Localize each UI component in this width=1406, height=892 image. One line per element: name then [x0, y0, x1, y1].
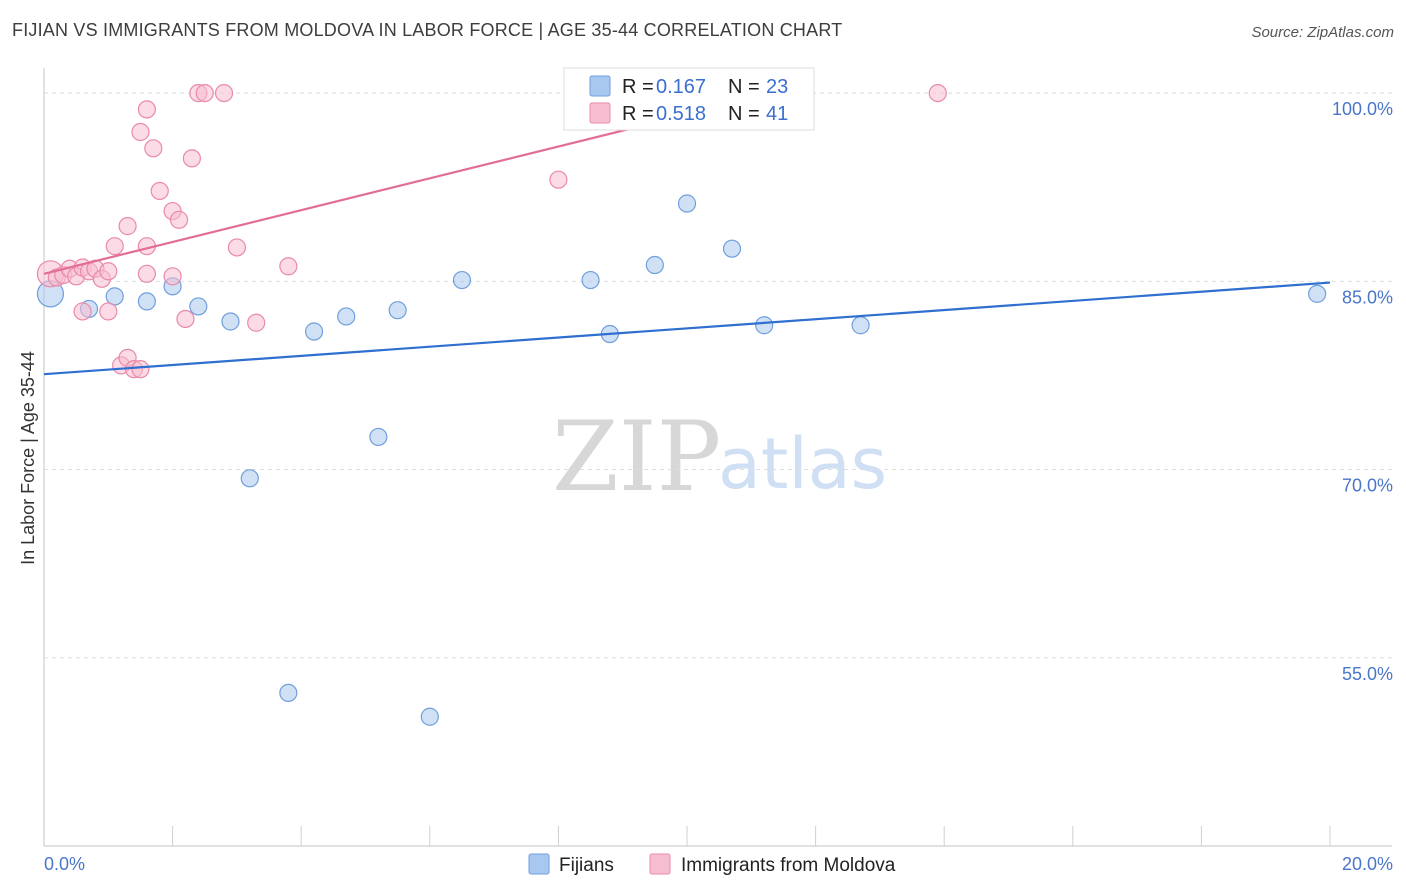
point-moldova — [137, 100, 156, 119]
point-moldova — [118, 217, 137, 236]
x-tick-label: 20.0% — [1342, 854, 1393, 874]
point-fijians — [388, 301, 407, 320]
point-moldova — [928, 83, 947, 103]
y-axis-title: In Labor Force | Age 35-44 — [18, 351, 38, 565]
legend-n-label-fijians: N = — [728, 76, 760, 98]
chart-title: FIJIAN VS IMMIGRANTS FROM MOLDOVA IN LAB… — [12, 20, 843, 40]
trend-lines — [43, 94, 1331, 376]
point-moldova — [99, 302, 118, 321]
point-fijians — [755, 316, 774, 335]
point-fijians — [420, 707, 439, 726]
point-fijians — [581, 270, 600, 290]
y-tick-label: 85.0% — [1342, 287, 1393, 307]
watermark-zip: ZIP — [552, 401, 721, 513]
point-moldova — [279, 257, 298, 276]
point-fijians — [1308, 284, 1327, 303]
legend-n-value-fijians: 23 — [766, 76, 788, 98]
point-moldova — [176, 309, 195, 329]
x-ticks — [43, 826, 1331, 846]
legend-r-label-fijians: R = — [622, 76, 654, 98]
series-legend: Fijians Immigrants from Moldova — [528, 853, 896, 876]
point-fijians — [240, 469, 259, 488]
trend-line-fijians — [43, 281, 1331, 376]
data-points — [36, 83, 1327, 726]
point-moldova — [131, 122, 150, 142]
point-fijians — [304, 322, 324, 341]
watermark-atlas: atlas — [718, 423, 887, 505]
point-moldova — [214, 83, 234, 103]
x-tick-labels: 0.0% 20.0% — [44, 854, 1393, 874]
point-moldova — [169, 210, 189, 229]
bottom-legend-swatch-fijians — [528, 853, 550, 875]
point-moldova — [182, 149, 201, 168]
point-fijians — [851, 316, 870, 335]
point-fijians — [137, 292, 156, 311]
y-tick-label: 100.0% — [1332, 99, 1393, 119]
legend-r-value-fijians: 0.167 — [656, 76, 706, 98]
point-moldova — [195, 83, 214, 103]
source-label: Source: ZipAtlas.com — [1251, 24, 1394, 41]
legend-swatch-fijians — [589, 75, 611, 97]
point-moldova — [131, 360, 150, 379]
point-moldova — [99, 262, 118, 281]
point-fijians — [105, 287, 124, 306]
point-moldova — [73, 302, 92, 321]
point-moldova — [227, 238, 246, 257]
legend-swatch-moldova — [589, 102, 611, 124]
point-fijians — [677, 194, 697, 213]
legend-r-label-moldova: R = — [622, 103, 654, 125]
bottom-legend-label-moldova: Immigrants from Moldova — [681, 855, 896, 876]
point-fijians — [722, 239, 742, 258]
x-tick-label: 0.0% — [44, 854, 85, 874]
legend-n-value-moldova: 41 — [766, 103, 788, 125]
point-moldova — [150, 181, 169, 201]
legend-r-value-moldova: 0.518 — [656, 103, 706, 125]
point-fijians — [279, 683, 298, 703]
y-tick-label: 55.0% — [1342, 664, 1393, 684]
point-moldova — [549, 170, 568, 189]
legend-n-label-moldova: N = — [728, 103, 760, 125]
stats-legend: R = 0.167 N = 23 R = 0.518 N = 41 — [563, 67, 815, 131]
point-fijians — [221, 312, 240, 331]
point-moldova — [137, 264, 156, 283]
point-fijians — [337, 307, 356, 326]
point-fijians — [369, 427, 388, 447]
bottom-legend-label-fijians: Fijians — [559, 855, 614, 876]
y-tick-labels: 100.0% 85.0% 70.0% 55.0% — [1332, 99, 1393, 684]
point-moldova — [144, 139, 163, 158]
point-moldova — [163, 267, 182, 286]
y-tick-label: 70.0% — [1342, 476, 1393, 496]
grid-lines — [44, 92, 1392, 659]
point-fijians — [645, 255, 664, 275]
bottom-legend-swatch-moldova — [649, 853, 671, 875]
point-fijians — [452, 270, 472, 290]
point-moldova — [105, 237, 124, 256]
point-fijians — [189, 297, 208, 316]
point-moldova — [247, 313, 266, 332]
